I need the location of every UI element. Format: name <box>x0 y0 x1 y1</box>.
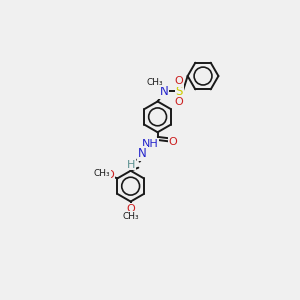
Text: S: S <box>176 85 183 98</box>
Text: H: H <box>127 160 135 170</box>
Text: CH₃: CH₃ <box>94 169 110 178</box>
Text: O: O <box>175 76 184 86</box>
Text: CH₃: CH₃ <box>122 212 139 221</box>
Text: N: N <box>159 85 168 98</box>
Text: N: N <box>138 147 147 160</box>
Text: O: O <box>105 170 114 180</box>
Text: NH: NH <box>142 139 158 149</box>
Text: CH₃: CH₃ <box>147 78 164 87</box>
Text: O: O <box>126 204 135 214</box>
Text: O: O <box>175 97 184 107</box>
Text: O: O <box>169 137 177 147</box>
